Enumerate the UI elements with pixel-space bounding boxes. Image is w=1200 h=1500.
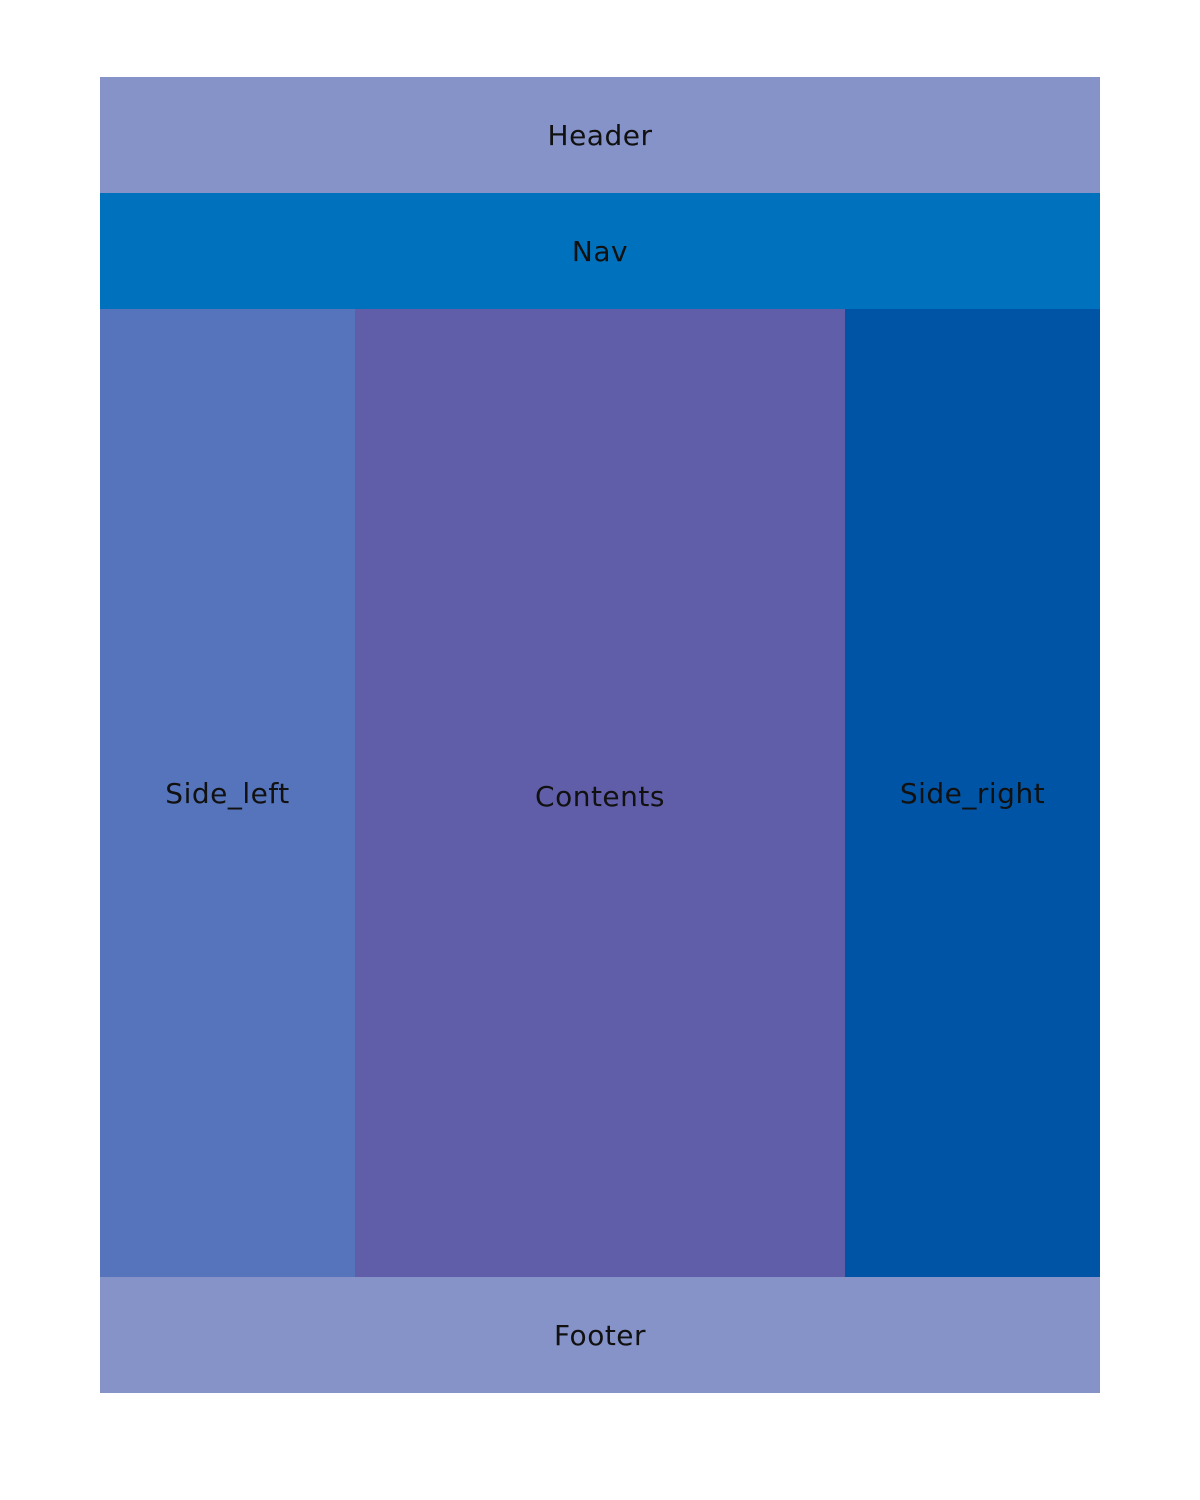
- header-label: Header: [547, 118, 653, 152]
- nav-label: Nav: [571, 234, 629, 268]
- side-right-region: Side_right: [845, 309, 1100, 1277]
- main-region: Side_left Contents Side_right: [100, 309, 1100, 1277]
- side-right-label: Side_right: [899, 776, 1046, 810]
- page-layout-diagram: Header Nav Side_left Contents Side_right…: [100, 77, 1100, 1393]
- footer-label: Footer: [553, 1318, 647, 1352]
- side-left-label: Side_left: [165, 776, 290, 810]
- side-left-region: Side_left: [100, 309, 355, 1277]
- contents-region: Contents: [355, 309, 845, 1277]
- footer-region: Footer: [100, 1277, 1100, 1393]
- nav-region: Nav: [100, 193, 1100, 309]
- header-region: Header: [100, 77, 1100, 193]
- contents-label: Contents: [535, 779, 665, 813]
